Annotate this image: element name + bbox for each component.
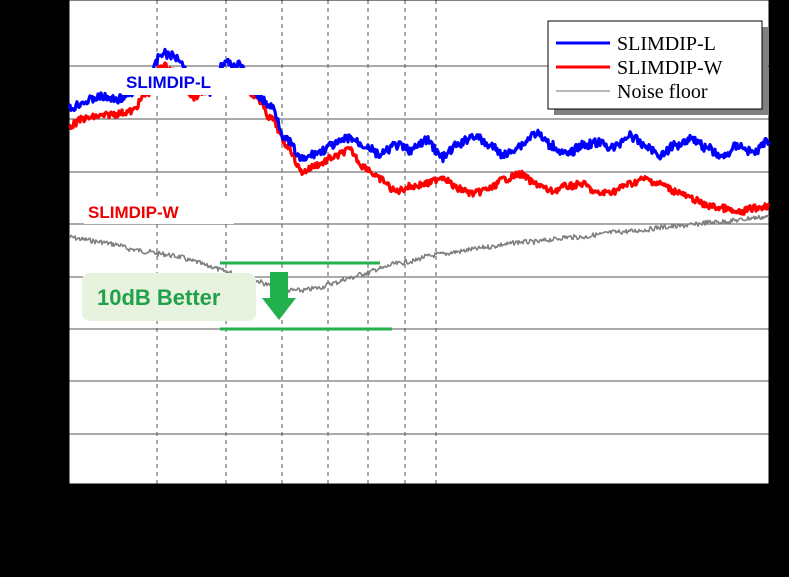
annotation-slimdip-w-text: SLIMDIP-W [88,203,180,222]
better-arrow [262,272,296,320]
legend-box [547,20,763,110]
plot-frame [68,0,770,485]
annotation-slimdip-l-box [122,68,268,95]
annotation-slimdip-l: SLIMDIP-L [122,68,268,95]
better-text: 10dB Better [97,285,221,310]
legend: SLIMDIP-L SLIMDIP-W Noise floor [547,20,768,115]
annotation-slimdip-l-text: SLIMDIP-L [126,73,211,92]
legend-label-slimdip-l: SLIMDIP-L [617,33,716,55]
series-line-noise-floor [68,214,770,294]
better-annotation: 10dB Better [82,261,392,331]
legend-label-noise-floor: Noise floor [617,81,708,103]
annotation-slimdip-w: SLIMDIP-W [84,197,234,224]
legend-label-slimdip-w: SLIMDIP-W [617,57,723,79]
better-box [82,273,256,321]
annotation-slimdip-w-box [84,197,234,224]
